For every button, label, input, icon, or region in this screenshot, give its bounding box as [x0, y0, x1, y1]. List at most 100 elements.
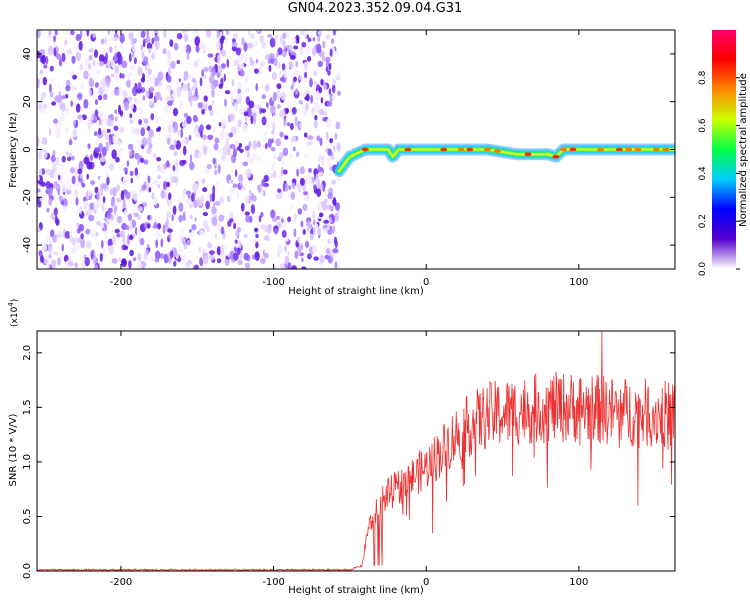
- noise-blob: [254, 251, 260, 261]
- noise-blob: [169, 144, 176, 151]
- noise-blob: [147, 175, 151, 184]
- noise-blob: [253, 40, 259, 47]
- noise-blob: [194, 148, 199, 156]
- noise-blob: [101, 239, 104, 249]
- noise-blob: [291, 178, 297, 183]
- noise-blob: [182, 253, 187, 263]
- noise-blob: [231, 79, 235, 87]
- noise-blob: [301, 102, 304, 113]
- noise-blob: [98, 61, 105, 67]
- noise-blob: [199, 77, 203, 87]
- noise-blob: [71, 55, 76, 64]
- y-tick-label: 0: [22, 146, 33, 152]
- noise-blob: [290, 88, 295, 94]
- noise-blob: [244, 87, 250, 94]
- noise-blob: [235, 140, 239, 148]
- noise-blob: [131, 44, 138, 53]
- noise-blob: [140, 262, 147, 267]
- noise-blob: [329, 48, 333, 57]
- noise-blob: [290, 191, 295, 200]
- noise-blob: [250, 192, 255, 201]
- noise-blob: [261, 116, 267, 126]
- noise-blob: [116, 233, 121, 238]
- noise-blob: [259, 258, 266, 264]
- noise-blob: [69, 137, 72, 146]
- noise-blob: [290, 122, 294, 131]
- noise-blob: [69, 167, 76, 174]
- noise-blob: [248, 189, 252, 195]
- y-tick-label: 1.5: [22, 399, 33, 415]
- noise-blob: [67, 182, 72, 192]
- noise-blob: [157, 184, 161, 188]
- noise-blob: [178, 202, 184, 212]
- noise-blob: [163, 253, 169, 264]
- noise-blob: [137, 156, 140, 166]
- noise-blob: [172, 176, 179, 183]
- noise-blob: [260, 108, 267, 113]
- noise-blob: [309, 77, 313, 88]
- noise-blob: [283, 69, 287, 78]
- noise-blob: [189, 153, 193, 163]
- noise-blob: [172, 164, 176, 172]
- noise-blob: [57, 257, 61, 266]
- noise-blob: [237, 247, 241, 255]
- noise-blob: [122, 199, 126, 208]
- noise-blob: [317, 202, 323, 213]
- noise-blob: [100, 183, 107, 190]
- noise-blob: [327, 239, 331, 244]
- noise-blob: [287, 216, 292, 223]
- noise-blob: [235, 124, 239, 130]
- noise-blob: [108, 245, 115, 255]
- noise-blob: [61, 52, 66, 62]
- noise-blob: [114, 30, 118, 34]
- noise-blob: [329, 217, 333, 224]
- noise-blob: [212, 185, 216, 195]
- noise-blob: [257, 184, 261, 193]
- noise-blob: [274, 34, 279, 40]
- noise-blob: [113, 125, 119, 131]
- noise-blob: [123, 167, 128, 172]
- noise-blob: [325, 66, 329, 72]
- noise-blob: [54, 215, 58, 224]
- noise-blob: [316, 188, 322, 197]
- noise-blob: [124, 225, 130, 230]
- noise-blob: [198, 41, 205, 50]
- noise-blob: [85, 240, 92, 249]
- noise-blob: [91, 229, 96, 238]
- noise-blob: [327, 161, 332, 167]
- noise-blob: [220, 244, 225, 255]
- noise-blob: [153, 196, 158, 206]
- noise-blob: [119, 110, 124, 117]
- noise-blob: [236, 93, 240, 99]
- noise-blob: [189, 203, 195, 208]
- noise-blob: [328, 88, 332, 95]
- noise-blob: [98, 118, 102, 126]
- noise-blob: [137, 82, 142, 91]
- noise-blob: [46, 207, 50, 213]
- noise-blob: [233, 148, 237, 158]
- noise-blob: [260, 211, 264, 218]
- noise-blob: [180, 226, 184, 233]
- noise-blob: [154, 30, 159, 34]
- noise-blob: [325, 34, 331, 40]
- noise-blob: [310, 94, 313, 104]
- noise-blob: [140, 127, 146, 137]
- noise-blob: [302, 91, 307, 98]
- noise-blob: [232, 183, 238, 188]
- noise-blob: [130, 36, 134, 46]
- noise-blob: [53, 172, 59, 177]
- noise-blob: [220, 63, 226, 69]
- noise-blob: [42, 243, 48, 253]
- noise-blob: [108, 162, 115, 171]
- noise-blob: [249, 56, 253, 62]
- noise-blob: [279, 131, 284, 138]
- noise-blob: [61, 243, 64, 252]
- noise-blob: [192, 83, 196, 92]
- noise-blob: [108, 46, 113, 53]
- noise-blob: [70, 100, 73, 107]
- noise-blob: [286, 108, 289, 114]
- noise-blob: [94, 49, 98, 58]
- colorbar-gradient: [712, 30, 736, 269]
- noise-blob: [194, 183, 200, 188]
- noise-blob: [73, 120, 77, 126]
